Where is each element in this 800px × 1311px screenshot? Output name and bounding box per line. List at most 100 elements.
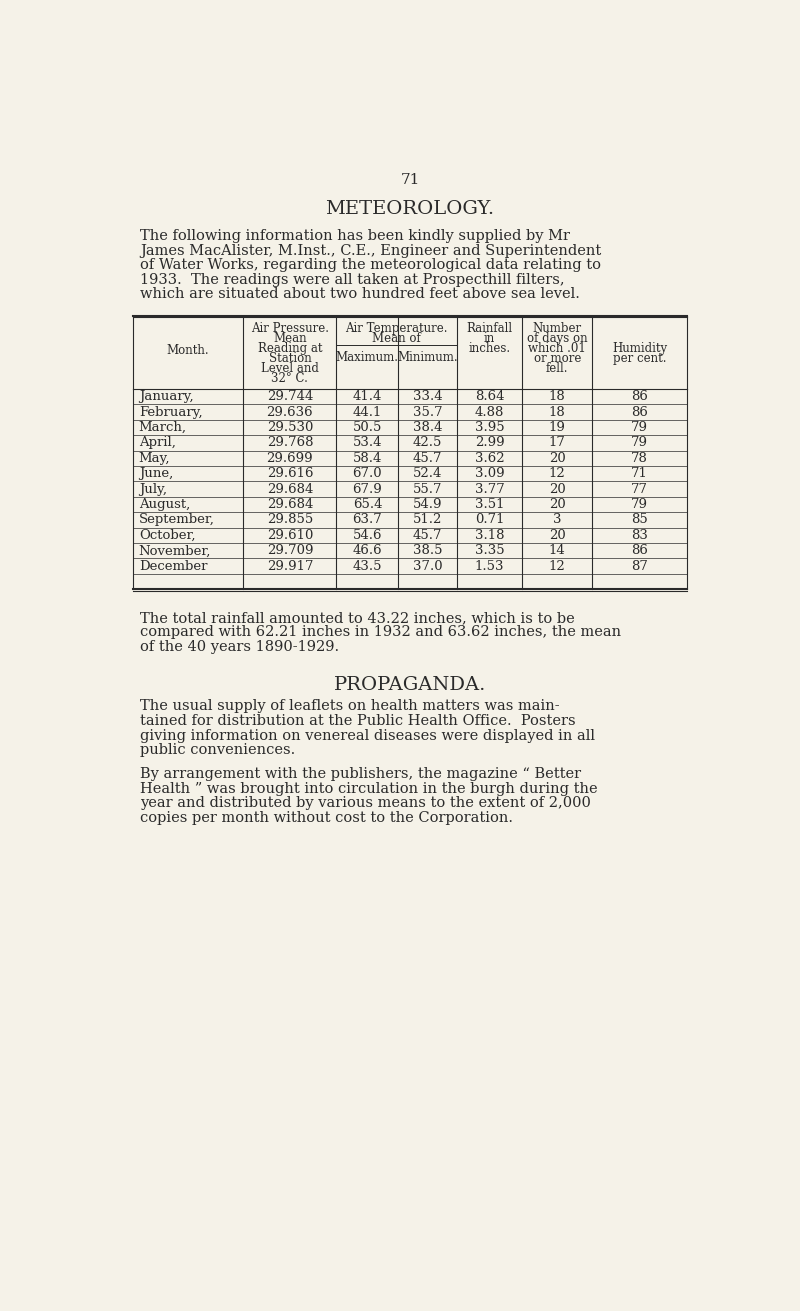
Text: METEOROLOGY.: METEOROLOGY. xyxy=(326,201,494,219)
Text: 20: 20 xyxy=(549,498,566,511)
Text: August,: August, xyxy=(138,498,190,511)
Text: 12: 12 xyxy=(549,467,566,480)
Text: in: in xyxy=(484,332,495,345)
Text: Number: Number xyxy=(533,323,582,336)
Text: 1933.  The readings were all taken at Prospecthill filters,: 1933. The readings were all taken at Pro… xyxy=(140,273,565,287)
Text: Station: Station xyxy=(269,353,311,366)
Text: copies per month without cost to the Corporation.: copies per month without cost to the Cor… xyxy=(140,812,514,825)
Text: December: December xyxy=(138,560,207,573)
Text: 3.18: 3.18 xyxy=(474,528,504,541)
Text: 29.709: 29.709 xyxy=(266,544,313,557)
Text: year and distributed by various means to the extent of 2,000: year and distributed by various means to… xyxy=(140,796,591,810)
Text: The total rainfall amounted to 43.22 inches, which is to be: The total rainfall amounted to 43.22 inc… xyxy=(140,611,575,625)
Text: 4.88: 4.88 xyxy=(474,405,504,418)
Text: Health ” was brought into circulation in the burgh during the: Health ” was brought into circulation in… xyxy=(140,781,598,796)
Text: 29.530: 29.530 xyxy=(266,421,313,434)
Text: 3.95: 3.95 xyxy=(474,421,504,434)
Text: of the 40 years 1890-1929.: of the 40 years 1890-1929. xyxy=(140,640,339,654)
Text: 53.4: 53.4 xyxy=(353,437,382,450)
Text: Rainfall: Rainfall xyxy=(466,323,513,336)
Text: 1.53: 1.53 xyxy=(474,560,504,573)
Text: 65.4: 65.4 xyxy=(353,498,382,511)
Text: public conveniences.: public conveniences. xyxy=(140,743,295,758)
Text: The usual supply of leaflets on health matters was main-: The usual supply of leaflets on health m… xyxy=(140,699,560,713)
Text: 79: 79 xyxy=(631,421,648,434)
Text: 0.71: 0.71 xyxy=(474,514,504,527)
Text: 51.2: 51.2 xyxy=(413,514,442,527)
Text: Minimum.: Minimum. xyxy=(397,351,458,364)
Text: 79: 79 xyxy=(631,437,648,450)
Text: 17: 17 xyxy=(549,437,566,450)
Text: 29.917: 29.917 xyxy=(266,560,313,573)
Text: 3: 3 xyxy=(553,514,562,527)
Text: which .01: which .01 xyxy=(528,342,586,355)
Text: 2.99: 2.99 xyxy=(474,437,504,450)
Text: 3.62: 3.62 xyxy=(474,452,504,465)
Text: By arrangement with the publishers, the magazine “ Better: By arrangement with the publishers, the … xyxy=(140,767,582,781)
Text: 71: 71 xyxy=(400,173,420,187)
Text: 54.9: 54.9 xyxy=(413,498,442,511)
Text: Month.: Month. xyxy=(166,343,210,357)
Text: March,: March, xyxy=(138,421,186,434)
Text: 77: 77 xyxy=(631,482,648,496)
Text: PROPAGANDA.: PROPAGANDA. xyxy=(334,676,486,695)
Text: 3.77: 3.77 xyxy=(474,482,504,496)
Text: 3.51: 3.51 xyxy=(474,498,504,511)
Text: Maximum.: Maximum. xyxy=(336,351,399,364)
Text: April,: April, xyxy=(138,437,176,450)
Text: June,: June, xyxy=(138,467,173,480)
Text: Level and: Level and xyxy=(261,362,319,375)
Text: 8.64: 8.64 xyxy=(474,391,504,404)
Text: The following information has been kindly supplied by Mr: The following information has been kindl… xyxy=(140,229,570,243)
Text: 3.35: 3.35 xyxy=(474,544,504,557)
Text: February,: February, xyxy=(138,405,202,418)
Text: 29.744: 29.744 xyxy=(266,391,313,404)
Text: 29.699: 29.699 xyxy=(266,452,313,465)
Text: Reading at: Reading at xyxy=(258,342,322,355)
Text: 45.7: 45.7 xyxy=(413,528,442,541)
Text: 29.684: 29.684 xyxy=(266,498,313,511)
Text: or more: or more xyxy=(534,353,581,366)
Text: giving information on venereal diseases were displayed in all: giving information on venereal diseases … xyxy=(140,729,595,742)
Text: Mean of: Mean of xyxy=(372,332,421,345)
Text: 32° C.: 32° C. xyxy=(271,372,308,385)
Text: 55.7: 55.7 xyxy=(413,482,442,496)
Text: 71: 71 xyxy=(631,467,648,480)
Text: 33.4: 33.4 xyxy=(413,391,442,404)
Text: 44.1: 44.1 xyxy=(353,405,382,418)
Text: Mean: Mean xyxy=(273,332,306,345)
Text: 14: 14 xyxy=(549,544,566,557)
Text: 38.5: 38.5 xyxy=(413,544,442,557)
Text: October,: October, xyxy=(138,528,195,541)
Text: 18: 18 xyxy=(549,391,566,404)
Text: 41.4: 41.4 xyxy=(353,391,382,404)
Text: 54.6: 54.6 xyxy=(353,528,382,541)
Text: 85: 85 xyxy=(631,514,648,527)
Text: 43.5: 43.5 xyxy=(353,560,382,573)
Text: Humidity: Humidity xyxy=(612,342,667,355)
Text: Air Temperature.: Air Temperature. xyxy=(345,323,448,336)
Text: 19: 19 xyxy=(549,421,566,434)
Text: 29.616: 29.616 xyxy=(266,467,313,480)
Text: 63.7: 63.7 xyxy=(353,514,382,527)
Text: September,: September, xyxy=(138,514,214,527)
Text: 46.6: 46.6 xyxy=(353,544,382,557)
Text: January,: January, xyxy=(138,391,194,404)
Text: compared with 62.21 inches in 1932 and 63.62 inches, the mean: compared with 62.21 inches in 1932 and 6… xyxy=(140,625,622,640)
Text: 35.7: 35.7 xyxy=(413,405,442,418)
Text: which are situated about two hundred feet above sea level.: which are situated about two hundred fee… xyxy=(140,287,580,302)
Text: 20: 20 xyxy=(549,452,566,465)
Text: Air Pressure.: Air Pressure. xyxy=(251,323,329,336)
Text: 29.855: 29.855 xyxy=(266,514,313,527)
Text: 79: 79 xyxy=(631,498,648,511)
Text: 45.7: 45.7 xyxy=(413,452,442,465)
Text: 58.4: 58.4 xyxy=(353,452,382,465)
Text: 38.4: 38.4 xyxy=(413,421,442,434)
Text: inches.: inches. xyxy=(468,342,510,355)
Text: 29.636: 29.636 xyxy=(266,405,313,418)
Text: 18: 18 xyxy=(549,405,566,418)
Text: of days on: of days on xyxy=(527,332,587,345)
Text: 42.5: 42.5 xyxy=(413,437,442,450)
Text: 86: 86 xyxy=(631,405,648,418)
Text: tained for distribution at the Public Health Office.  Posters: tained for distribution at the Public He… xyxy=(140,714,576,728)
